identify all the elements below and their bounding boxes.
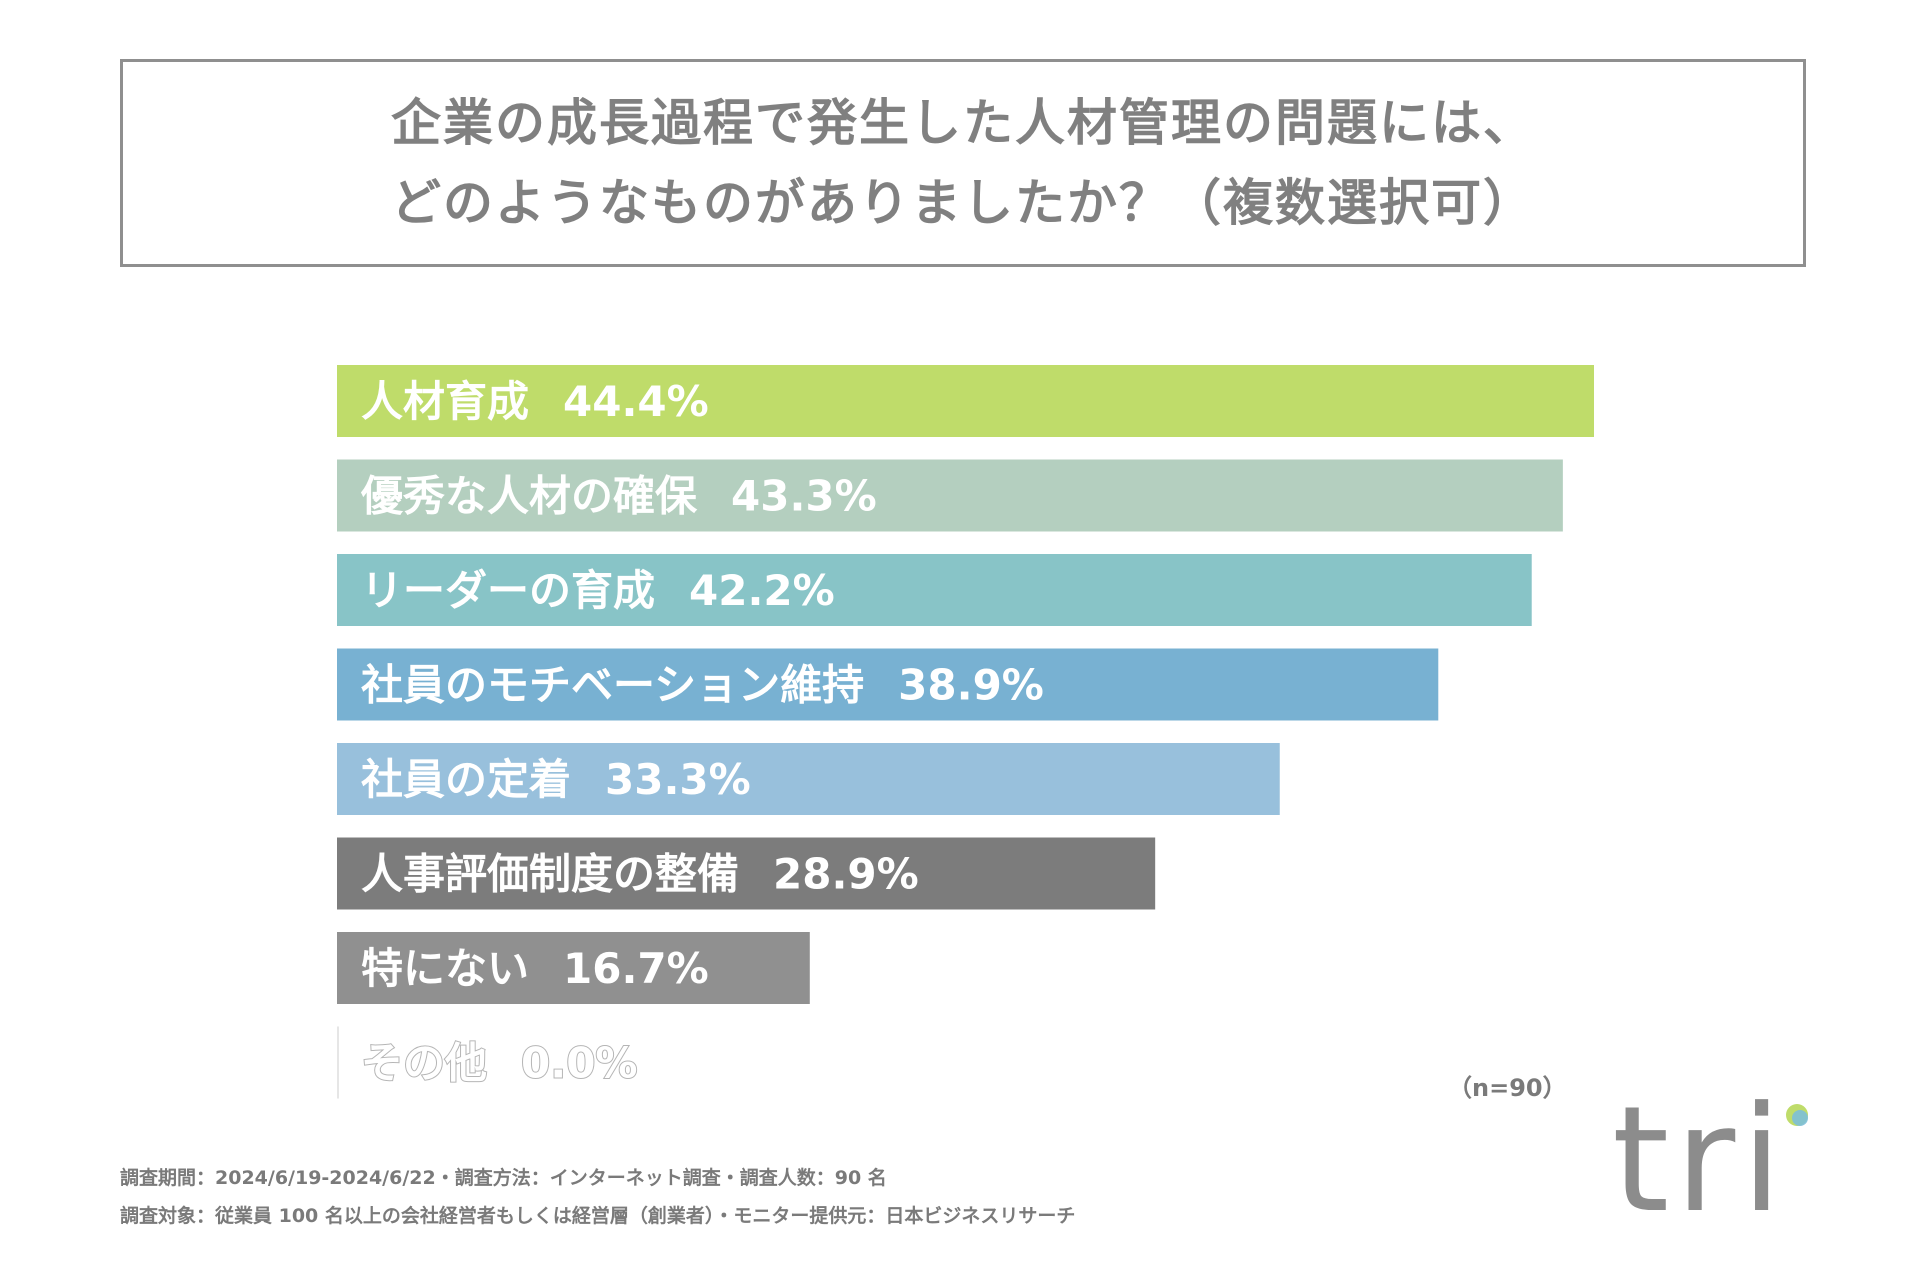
bar-4 xyxy=(337,648,1439,721)
category-label-6: 人事評価制度の整備 xyxy=(361,850,739,899)
bar-label-5: 社員の定着 33.3% xyxy=(361,755,751,804)
bar-2 xyxy=(337,459,1563,532)
bar-label-6: 人事評価制度の整備 28.9% xyxy=(361,850,919,899)
category-label-1: 人材育成 xyxy=(361,377,529,426)
value-label-2: 43.3% xyxy=(731,472,877,521)
chart-title-line-1: 企業の成長過程で発生した人材管理の問題には、 xyxy=(391,94,1535,152)
bar-1 xyxy=(337,365,1594,437)
value-label-5: 33.3% xyxy=(605,755,751,804)
bar-label-4: 社員のモチベーション維持 38.9% xyxy=(361,661,1044,710)
category-label-7: 特にない xyxy=(361,944,529,993)
title-box: 企業の成長過程で発生した人材管理の問題には、 どのようなものがありましたか？（複… xyxy=(120,59,1806,267)
bar-3 xyxy=(337,554,1532,626)
value-label-7: 16.7% xyxy=(563,944,709,993)
bar-6 xyxy=(337,837,1156,910)
value-label-3: 42.2% xyxy=(689,566,835,615)
bar-label-7: 特にない 16.7% xyxy=(361,944,709,993)
bar-7 xyxy=(337,932,810,1004)
category-label-2: 優秀な人材の確保 xyxy=(360,472,698,521)
category-label-5: 社員の定着 xyxy=(361,755,571,804)
value-label-1: 44.4% xyxy=(563,377,709,426)
logo-text: tri xyxy=(1612,1075,1788,1245)
bar-label-3: リーダーの育成 42.2% xyxy=(361,566,835,615)
bar-5 xyxy=(337,743,1280,815)
tri-logo: tri xyxy=(1612,1080,1812,1240)
category-label-4: 社員のモチベーション維持 xyxy=(361,661,864,710)
bar-label-1: 人材育成 44.4% xyxy=(361,377,709,426)
value-label-8: 0.0% xyxy=(521,1039,637,1088)
survey-target-note: 調査対象：従業員 100 名以上の会社経営者もしくは経営層（創業者）・モニター提… xyxy=(120,1205,1076,1227)
value-label-6: 28.9% xyxy=(773,850,919,899)
bar-label-8: その他 0.0% xyxy=(361,1039,638,1088)
sample-size-label: （n=90） xyxy=(1448,1074,1567,1102)
bar-label-2: 優秀な人材の確保 43.3% xyxy=(360,472,877,521)
logo-dot-blue xyxy=(1792,1110,1808,1126)
survey-period-note: 調査期間：2024/6/19-2024/6/22・調査方法：インターネット調査・… xyxy=(120,1167,887,1189)
value-label-4: 38.9% xyxy=(898,661,1044,710)
category-label-3: リーダーの育成 xyxy=(361,566,655,615)
category-label-8: その他 xyxy=(361,1039,487,1088)
bar-8 xyxy=(337,1026,339,1099)
chart-title-line-2: どのようなものがありましたか？（複数選択可） xyxy=(391,174,1535,232)
